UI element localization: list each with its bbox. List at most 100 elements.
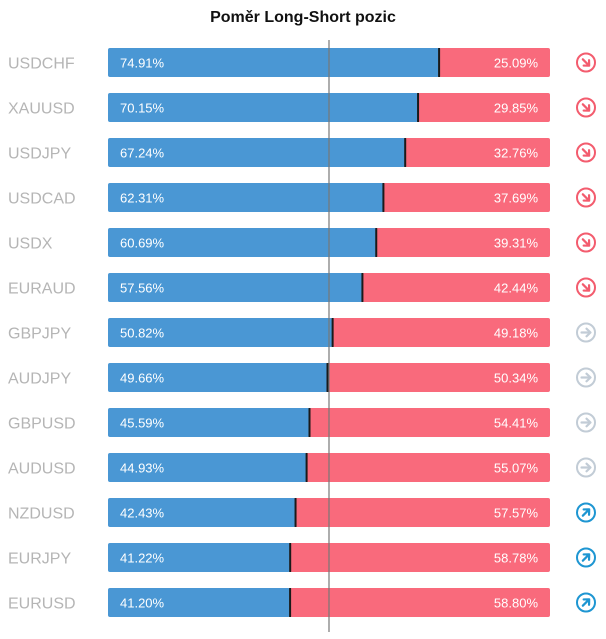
bar-row-usdcad: USDCAD 62.31% 37.69% (8, 183, 596, 212)
short-percent-label: 25.09% (494, 56, 539, 71)
trend-up-icon (576, 502, 596, 523)
arrow-head (582, 598, 591, 606)
long-percent-label: 70.15% (120, 101, 165, 116)
arrow-head (582, 149, 591, 157)
symbol-label: USDCAD (8, 191, 76, 208)
icon-ring (576, 142, 596, 163)
symbol-label: USDX (8, 236, 53, 253)
arrow-head (582, 104, 591, 112)
long-bar (108, 408, 310, 437)
arrow-shaft (581, 148, 590, 157)
icon-ring (576, 232, 596, 253)
long-bar (108, 183, 384, 212)
short-bar (306, 453, 550, 482)
long-bar (108, 48, 440, 77)
symbol-label: EURUSD (8, 596, 76, 613)
icon-arrow (581, 148, 591, 157)
trend-up-icon (576, 547, 596, 568)
arrow-head (582, 194, 591, 202)
long-percent-label: 74.91% (120, 56, 165, 71)
split-marker (331, 318, 334, 347)
split-marker (438, 48, 441, 77)
bar-row-usdjpy: USDJPY 67.24% 32.76% (8, 138, 596, 167)
split-marker (361, 273, 364, 302)
icon-arrow (581, 553, 591, 562)
symbol-label: AUDJPY (8, 371, 71, 388)
long-percent-label: 57.56% (120, 281, 165, 296)
arrow-shaft (581, 598, 590, 607)
short-bar (309, 408, 550, 437)
trend-down-icon (576, 232, 596, 253)
split-marker (289, 543, 292, 572)
symbol-label: GBPJPY (8, 326, 71, 343)
long-percent-label: 41.22% (120, 551, 165, 566)
icon-arrow (580, 417, 592, 428)
short-percent-label: 42.44% (494, 281, 539, 296)
short-percent-label: 57.57% (494, 506, 539, 521)
split-marker (308, 408, 311, 437)
short-bar (362, 273, 550, 302)
long-percent-label: 42.43% (120, 506, 165, 521)
arrow-shaft (581, 103, 590, 112)
long-percent-label: 60.69% (120, 236, 165, 251)
trend-up-icon (576, 592, 596, 613)
short-bar (327, 363, 550, 392)
short-bar (290, 588, 550, 617)
icon-ring (576, 547, 596, 568)
short-percent-label: 58.78% (494, 551, 539, 566)
bar-row-nzdusd: NZDUSD 42.43% 57.57% (8, 498, 596, 527)
arrow-shaft (581, 238, 590, 247)
long-bar (108, 228, 377, 257)
icon-ring (576, 457, 596, 478)
bar-row-euraud: EURAUD 57.56% 42.44% (8, 273, 596, 302)
short-bar (376, 228, 550, 257)
bar-row-xauusd: XAUUSD 70.15% 29.85% (8, 93, 596, 122)
arrow-head (585, 417, 592, 428)
arrow-shaft (581, 553, 590, 562)
icon-ring (576, 412, 596, 433)
bar-row-usdchf: USDCHF 74.91% 25.09% (8, 48, 596, 77)
short-percent-label: 29.85% (494, 101, 539, 116)
short-bar (439, 48, 550, 77)
split-marker (326, 363, 329, 392)
trend-down-icon (576, 187, 596, 208)
bar-row-eurjpy: EURJPY 41.22% 58.78% (8, 543, 596, 572)
arrow-shaft (581, 508, 590, 517)
icon-ring (576, 592, 596, 613)
long-percent-label: 49.66% (120, 371, 165, 386)
arrow-head (582, 59, 591, 67)
icon-ring (576, 187, 596, 208)
symbol-label: USDJPY (8, 146, 71, 163)
icon-arrow (580, 327, 592, 338)
long-percent-label: 44.93% (120, 461, 165, 476)
split-marker (289, 588, 292, 617)
icon-arrow (581, 238, 591, 247)
short-bar (295, 498, 550, 527)
symbol-label: AUDUSD (8, 461, 76, 478)
bar-row-usdx: USDX 60.69% 39.31% (8, 228, 596, 257)
short-percent-label: 58.80% (494, 596, 539, 611)
icon-arrow (581, 508, 591, 517)
arrow-shaft (581, 283, 590, 292)
trend-neutral-icon (576, 367, 596, 388)
icon-ring (576, 502, 596, 523)
symbol-label: USDCHF (8, 56, 75, 73)
short-bar (418, 93, 550, 122)
icon-arrow (581, 103, 591, 112)
symbol-label: EURAUD (8, 281, 76, 298)
arrow-head (582, 239, 591, 247)
long-bar (108, 543, 291, 572)
short-percent-label: 49.18% (494, 326, 539, 341)
bar-row-gbpjpy: GBPJPY 50.82% 49.18% (8, 318, 596, 347)
short-percent-label: 37.69% (494, 191, 539, 206)
short-percent-label: 32.76% (494, 146, 539, 161)
arrow-shaft (581, 58, 590, 67)
trend-neutral-icon (576, 322, 596, 343)
long-bar (108, 318, 333, 347)
long-bar (108, 453, 307, 482)
chart-title: Poměr Long-Short pozic (210, 9, 396, 26)
icon-arrow (580, 462, 592, 473)
arrow-shaft (581, 193, 590, 202)
long-percent-label: 67.24% (120, 146, 165, 161)
